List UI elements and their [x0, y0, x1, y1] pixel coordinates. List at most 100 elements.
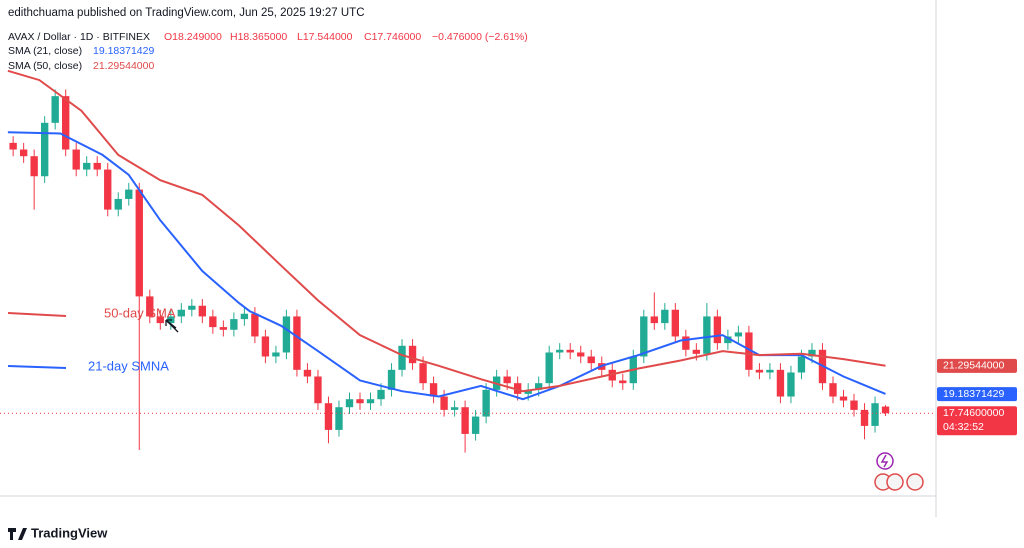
icon: [880, 454, 889, 468]
candle-body: [766, 369, 774, 373]
change: −0.476000 (−2.61%): [432, 31, 528, 43]
candle-body: [524, 389, 532, 394]
candle-body: [219, 327, 228, 330]
logo: [8, 528, 27, 540]
candle-body: [387, 369, 396, 390]
annotation-line: [7, 365, 67, 369]
annotation: 50-day SMA: [104, 305, 176, 320]
candle-body: [62, 96, 70, 150]
icon: [876, 452, 894, 470]
candle-body: [40, 122, 49, 177]
candle-body: [450, 407, 459, 410]
icon: [906, 473, 924, 491]
candle-body: [272, 352, 280, 357]
candle-body: [839, 396, 848, 401]
candle-body: [72, 149, 80, 170]
legend-value: 21.29544000: [93, 60, 154, 72]
candle-body: [261, 336, 270, 357]
candle-body: [198, 305, 207, 317]
price-tag-label: 19.18371429: [943, 388, 1004, 400]
candle-body: [703, 316, 711, 354]
candle-body: [587, 356, 595, 364]
candle-body: [156, 316, 164, 324]
ohlc-low: L17.544000: [297, 31, 353, 43]
candle-body: [860, 409, 869, 426]
ohlc-high: H18.365000: [230, 31, 287, 43]
price-tag: [937, 387, 1017, 402]
icon: [886, 473, 904, 491]
candle-body: [671, 309, 680, 337]
candle-body: [545, 352, 553, 384]
candle-body: [366, 399, 375, 404]
annotation-line: [7, 312, 67, 317]
candle-body: [114, 198, 122, 210]
candle-body: [724, 336, 732, 344]
brand: TradingView: [8, 525, 108, 540]
candle-body: [356, 399, 364, 404]
candle-body: [251, 313, 259, 337]
header: edithchuama published on TradingView.com…: [8, 7, 528, 72]
candle-body: [566, 349, 574, 353]
candle-body: [797, 356, 806, 373]
candle-body: [829, 383, 837, 397]
candle-body: [556, 349, 564, 353]
candle-body: [650, 316, 658, 324]
candle-body: [146, 296, 154, 317]
candle-body: [850, 400, 858, 410]
candle-body: [745, 332, 753, 370]
candle-body: [776, 369, 785, 397]
candle-body: [314, 376, 322, 404]
candle-body: [293, 316, 301, 370]
symbol: AVAX / Dollar · 1D · BITFINEX: [8, 31, 150, 43]
candle-body: [682, 336, 690, 350]
candle-body: [503, 376, 511, 384]
candle-body: [513, 383, 522, 394]
candle-body: [535, 383, 543, 390]
candle-body: [135, 189, 143, 297]
cursor: [165, 319, 179, 333]
candle-body: [282, 316, 291, 353]
candle-body: [240, 313, 249, 320]
price-tag-label: 21.29544000: [943, 360, 1004, 372]
candle-body: [83, 162, 91, 170]
candle-body: [51, 96, 59, 123]
candle-body: [640, 316, 648, 357]
price-tag: [937, 406, 1017, 436]
candle-body: [125, 189, 133, 199]
price-tag: [937, 358, 1017, 373]
publisher: edithchuama published on TradingView.com…: [8, 7, 365, 19]
candle-body: [230, 319, 238, 330]
ohlc-close: C17.746000: [364, 31, 421, 43]
candle-body: [471, 416, 480, 434]
candle-body: [419, 363, 427, 384]
candle-body: [408, 345, 417, 364]
candle-body: [577, 352, 585, 357]
candle-body: [713, 316, 722, 344]
legend-label: SMA (21, close): [8, 45, 82, 57]
plot: [0, 69, 936, 453]
candle-body: [9, 142, 17, 150]
candle-body: [619, 380, 627, 384]
candle-body: [881, 406, 890, 414]
candle-body: [93, 162, 101, 170]
candle-body: [734, 332, 743, 337]
countdown: 04:32:52: [943, 421, 984, 433]
brand-name: TradingView: [31, 525, 108, 540]
candle-body: [30, 156, 38, 177]
candle-body: [188, 305, 196, 310]
ohlc-open: O18.249000: [164, 31, 222, 43]
candle-body: [692, 349, 701, 354]
legend-value: 19.18371429: [93, 45, 154, 57]
candle-body: [871, 403, 879, 426]
candle-body: [808, 349, 816, 357]
candle-body: [177, 309, 185, 317]
price-tags: 21.29544000 19.18371429 17.74600000 04:32:5…: [937, 358, 1017, 436]
candle-body: [345, 399, 354, 408]
sma-line: [7, 69, 886, 393]
candle-body: [104, 169, 112, 210]
candle-body: [398, 345, 406, 370]
annotation: 21-day SMNA: [88, 358, 169, 373]
candle-body: [755, 369, 764, 373]
candle-body: [787, 372, 795, 397]
